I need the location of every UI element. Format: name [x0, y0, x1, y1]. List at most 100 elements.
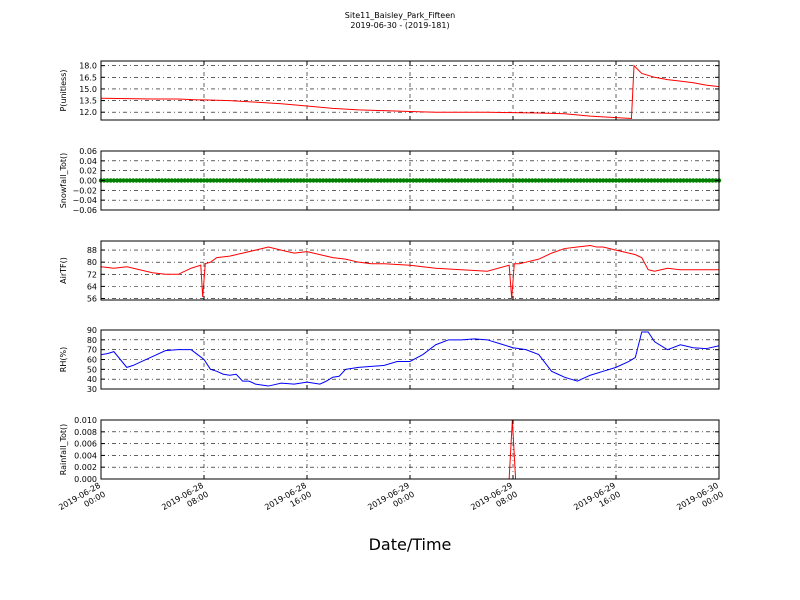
- data-point: [655, 178, 661, 183]
- data-point: [691, 178, 696, 183]
- data-point: [501, 178, 506, 183]
- figure-subtitle: 2019-06-30 - (2019-181): [350, 21, 450, 30]
- data-point: [578, 178, 583, 183]
- data-point: [456, 178, 461, 183]
- data-point: [697, 178, 702, 183]
- y-tick-label: 0.04: [79, 157, 97, 166]
- data-point: [562, 178, 567, 183]
- series-line-pressure: [100, 64, 720, 119]
- y-tick-label: 15.0: [79, 85, 97, 94]
- data-point: [665, 178, 670, 183]
- data-point: [600, 178, 606, 183]
- x-tick-label: 2019-06-2916:00: [572, 481, 622, 521]
- data-point: [391, 178, 397, 183]
- data-point: [382, 178, 387, 183]
- data-point: [536, 178, 541, 183]
- data-point: [591, 178, 596, 183]
- data-point: [468, 178, 474, 183]
- data-point: [472, 178, 477, 183]
- data-point: [401, 178, 406, 183]
- y-tick-label: 90: [87, 326, 97, 335]
- data-point: [314, 178, 319, 183]
- data-point: [246, 178, 252, 183]
- data-point: [462, 178, 467, 183]
- data-point: [130, 178, 136, 183]
- data-point: [324, 178, 329, 183]
- data-point: [240, 178, 245, 183]
- data-point: [275, 178, 281, 183]
- data-point: [439, 178, 445, 183]
- x-tick-label: 2019-06-2800:00: [57, 481, 107, 521]
- data-point: [327, 178, 332, 183]
- data-point: [649, 178, 654, 183]
- data-point: [159, 178, 165, 183]
- data-point: [172, 178, 178, 183]
- y-tick-label: 60: [87, 356, 97, 365]
- data-point: [105, 178, 110, 183]
- data-point: [597, 178, 603, 183]
- data-point: [514, 178, 519, 183]
- data-point: [623, 178, 628, 183]
- data-point: [617, 178, 622, 183]
- data-point: [308, 178, 313, 183]
- x-tick-label: 2019-06-2816:00: [263, 481, 313, 521]
- y-tick-label: −0.06: [72, 206, 97, 215]
- data-point: [452, 178, 458, 183]
- data-point: [681, 178, 686, 183]
- data-point: [291, 178, 297, 183]
- data-point: [185, 178, 191, 183]
- data-point: [137, 178, 142, 183]
- y-axis-label: RH(%): [59, 347, 68, 372]
- data-point: [504, 178, 509, 183]
- data-point: [433, 178, 438, 183]
- data-point: [639, 178, 644, 183]
- data-point: [166, 178, 171, 183]
- data-point: [610, 178, 615, 183]
- data-point: [124, 178, 129, 183]
- data-point: [411, 178, 416, 183]
- panel-pressure: 12.0 13.5 15.0 16.5 18.0 P(unitless): [59, 60, 720, 121]
- x-tick-labels: 2019-06-2800:00 2019-06-2808:00 2019-06-28…: [57, 481, 725, 521]
- data-point: [414, 178, 419, 183]
- data-point: [108, 178, 113, 183]
- y-tick-label: 0.02: [79, 167, 97, 176]
- data-point: [652, 178, 657, 183]
- data-point: [201, 178, 207, 183]
- y-tick-label: −0.02: [72, 186, 97, 195]
- data-point: [250, 178, 255, 183]
- data-point: [262, 178, 268, 183]
- data-point: [420, 178, 426, 183]
- data-point: [530, 178, 535, 183]
- data-point: [497, 178, 503, 183]
- data-point: [385, 178, 390, 183]
- data-point: [607, 178, 612, 183]
- data-point: [507, 178, 512, 183]
- y-tick-label: 0.06: [79, 147, 97, 156]
- data-point: [330, 178, 335, 183]
- data-point: [581, 178, 587, 183]
- data-point: [684, 178, 690, 183]
- y-tick-label: 88: [87, 246, 97, 255]
- data-point: [478, 178, 484, 183]
- data-point: [594, 178, 599, 183]
- y-tick-label: 30: [87, 385, 97, 394]
- data-point: [217, 178, 223, 183]
- data-point: [353, 178, 358, 183]
- data-point: [642, 178, 648, 183]
- data-point: [343, 178, 348, 183]
- data-point: [700, 178, 706, 183]
- data-point: [214, 178, 220, 183]
- data-point: [539, 178, 545, 183]
- data-point: [375, 178, 381, 183]
- data-point: [140, 178, 146, 183]
- y-tick-label: 18.0: [79, 62, 97, 71]
- data-point: [179, 178, 184, 183]
- data-point: [481, 178, 487, 183]
- data-point: [111, 178, 117, 183]
- data-point: [114, 178, 120, 183]
- data-point: [304, 178, 310, 183]
- data-point: [259, 178, 265, 183]
- data-point: [407, 178, 413, 183]
- data-point: [668, 178, 673, 183]
- data-point: [552, 178, 558, 183]
